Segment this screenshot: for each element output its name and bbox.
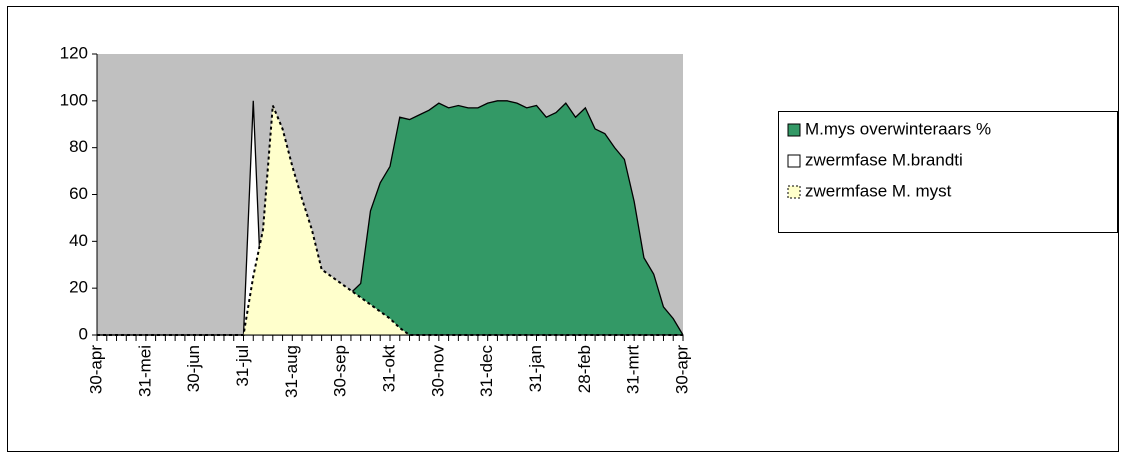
legend-swatch <box>787 154 801 168</box>
legend <box>778 111 1118 233</box>
x-tick-label: 31-aug <box>282 345 301 398</box>
y-tick-label: 80 <box>69 137 88 156</box>
x-tick-label: 31-dec <box>477 345 496 397</box>
x-tick-label: 30-sep <box>331 345 350 397</box>
x-tick-label: 31-jan <box>526 345 545 392</box>
x-tick-label: 31-mei <box>135 345 154 397</box>
x-tick-label: 31-mrt <box>624 345 643 394</box>
y-tick-label: 60 <box>69 184 88 203</box>
legend-swatch <box>787 185 801 199</box>
y-tick-label: 20 <box>69 278 88 297</box>
x-tick-label: 30-apr <box>672 345 691 394</box>
legend-swatch <box>787 123 801 137</box>
y-tick-label: 100 <box>60 90 88 109</box>
x-tick-label: 30-apr <box>86 345 105 394</box>
y-tick-label: 0 <box>79 324 88 343</box>
x-tick-label: 28-feb <box>575 345 594 393</box>
y-tick-label: 40 <box>69 231 88 250</box>
x-tick-label: 30-nov <box>428 345 447 397</box>
x-tick-label: 31-jul <box>233 345 252 387</box>
legend-label: M.mys overwinteraars % <box>805 119 991 138</box>
x-tick-label: 31-okt <box>379 345 398 393</box>
y-tick-label: 120 <box>60 43 88 62</box>
x-tick-label: 30-jun <box>184 345 203 392</box>
legend-label: zwermfase M. myst <box>805 181 952 200</box>
area <box>97 100 683 335</box>
legend-label: zwermfase M.brandti <box>805 150 963 169</box>
